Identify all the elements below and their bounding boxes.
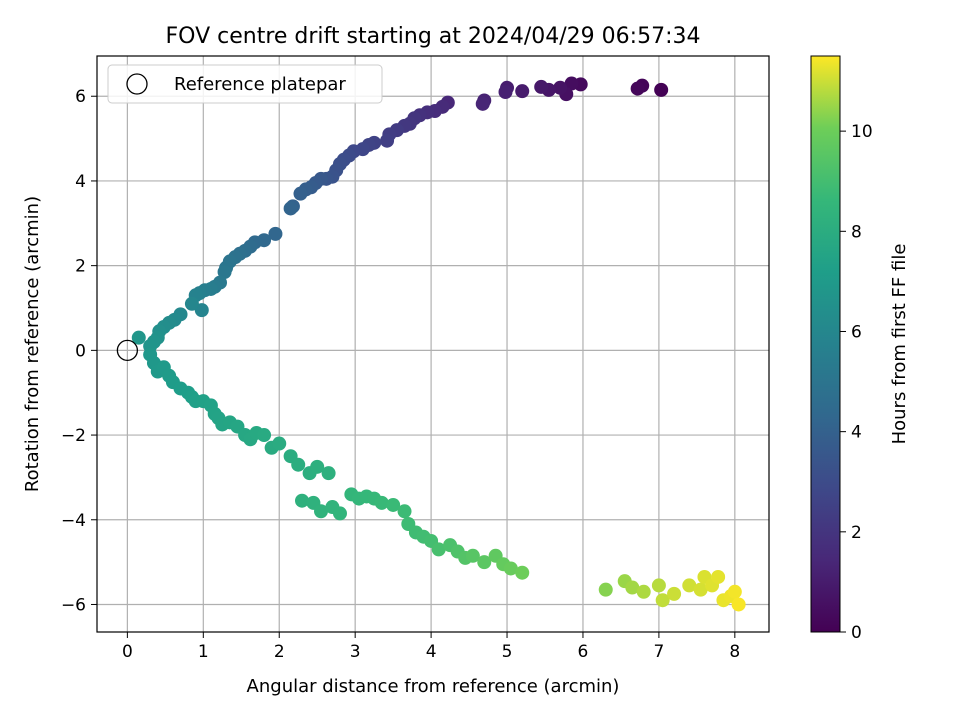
legend: Reference platepar [107,64,383,104]
y-tick-label: 6 [75,87,86,107]
data-point [131,330,146,345]
data-point [711,569,726,584]
data-point [310,459,325,474]
data-point [386,497,401,512]
colorbar-ticks: 0 2 4 6 8 10 [840,122,873,643]
colorbar-tick-label: 0 [851,623,862,643]
y-axis-label: Rotation from reference (arcmin) [22,196,43,492]
data-point [314,504,328,519]
x-tick-label: 4 [426,642,437,662]
reference-marker [116,339,139,362]
data-point [397,504,412,519]
y-tick-label: −6 [61,595,86,615]
colorbar-tick-label: 8 [851,222,862,242]
data-point [731,597,746,612]
data-point [272,436,287,451]
colorbar-label: Hours from first FF file [889,244,910,445]
chart-title: FOV centre drift starting at 2024/04/29 … [166,24,701,49]
data-point [693,582,708,597]
x-tick-label: 6 [578,642,589,662]
data-point [293,186,308,201]
legend-label: Reference platepar [174,74,346,95]
data-point [636,584,651,599]
x-tick-label: 7 [653,642,664,662]
data-point [291,457,306,472]
data-point [553,80,568,95]
y-tick-label: 0 [75,341,86,361]
x-tick-label: 5 [502,642,513,662]
y-tick-label: 4 [75,172,86,192]
data-point [630,81,645,96]
data-point [465,548,480,563]
colorbar-tick-label: 6 [851,322,862,342]
data-point [498,85,513,99]
data-point [431,542,446,557]
data-point [184,296,199,311]
colorbar [810,55,841,633]
data-point [598,582,613,597]
data-point [503,561,518,576]
y-tick-label: 2 [75,257,86,277]
data-point [321,466,336,481]
data-point [625,580,640,595]
plot-frame [96,55,770,633]
data-point [654,82,669,97]
y-tick-label: −4 [61,511,86,531]
data-point [534,79,549,94]
colorbar-tick-label: 2 [851,523,862,543]
data-point [564,76,579,91]
data-point [727,584,742,599]
data-point [283,201,298,216]
data-point [268,226,283,241]
x-tick-label: 0 [122,642,133,662]
y-tick-label: −2 [61,426,86,446]
data-point [380,133,395,148]
x-axis-ticks: 0 1 2 3 4 5 6 7 8 [122,632,740,662]
legend-marker [126,73,148,95]
data-point [217,265,232,279]
legend-box [107,64,383,104]
x-axis-label: Angular distance from reference (arcmin) [247,676,620,697]
data-point [475,96,490,111]
data-point [477,555,492,570]
x-tick-label: 2 [274,642,285,662]
data-point [682,578,697,593]
data-point [667,586,682,601]
data-point [655,593,670,608]
data-point [374,495,389,510]
data-point [332,506,347,521]
data-point [651,578,666,593]
colorbar-tick-label: 4 [851,423,862,443]
x-tick-label: 1 [198,642,209,662]
grid [97,56,769,632]
data-point [295,493,310,508]
scatter-points [131,76,746,612]
x-tick-label: 8 [729,642,740,662]
data-point [515,565,530,580]
colorbar-tick-label: 10 [851,122,873,142]
x-tick-label: 3 [350,642,361,662]
data-point [257,428,272,443]
y-axis-ticks: −6 −4 −2 0 2 4 6 [61,87,97,615]
data-point [515,84,530,99]
